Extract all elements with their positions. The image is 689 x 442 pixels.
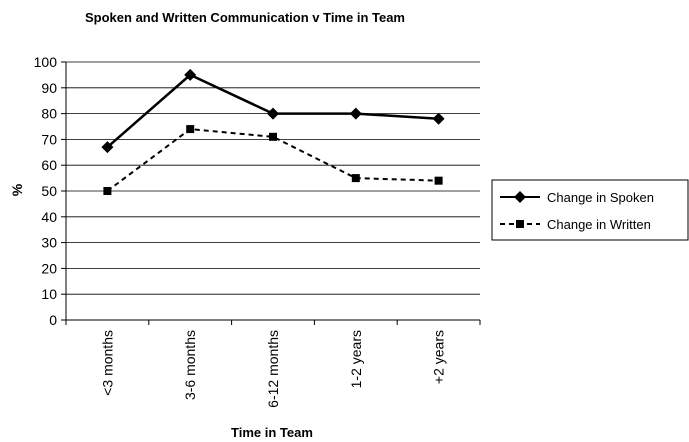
y-tick-label: 70 bbox=[41, 131, 57, 147]
marker bbox=[103, 187, 112, 195]
x-axis-label: Time in Team bbox=[231, 425, 313, 440]
legend-label: Change in Spoken bbox=[547, 190, 654, 205]
marker bbox=[184, 68, 197, 81]
y-tick-label: 40 bbox=[41, 209, 57, 225]
series-line bbox=[106, 128, 439, 192]
y-axis-label: % bbox=[9, 183, 25, 196]
y-tick-label: 30 bbox=[41, 235, 57, 251]
x-tick-label: +2 years bbox=[431, 330, 447, 384]
marker bbox=[101, 141, 114, 154]
marker bbox=[514, 191, 526, 203]
marker bbox=[432, 112, 445, 125]
marker bbox=[351, 174, 360, 183]
y-tick-label: 90 bbox=[41, 80, 57, 96]
y-tick-label: 60 bbox=[41, 157, 57, 173]
y-tick-label: 0 bbox=[49, 312, 57, 328]
x-tick-label: 1-2 years bbox=[348, 330, 364, 388]
marker bbox=[349, 107, 362, 120]
marker bbox=[186, 125, 195, 134]
y-tick-label: 20 bbox=[41, 260, 57, 276]
marker bbox=[267, 107, 279, 120]
marker bbox=[434, 176, 443, 185]
y-tick-label: 80 bbox=[41, 106, 57, 122]
x-tick-label: <3 months bbox=[99, 330, 115, 396]
y-tick-label: 10 bbox=[41, 286, 57, 302]
x-tick-label: 6-12 months bbox=[265, 330, 281, 408]
legend-label: Change in Written bbox=[547, 217, 651, 232]
x-tick-label: 3-6 months bbox=[182, 330, 198, 400]
marker bbox=[516, 220, 524, 228]
marker bbox=[269, 132, 277, 141]
y-tick-label: 100 bbox=[34, 54, 58, 70]
chart-title: Spoken and Written Communication v Time … bbox=[85, 10, 405, 25]
legend-box bbox=[491, 179, 689, 241]
y-tick-label: 50 bbox=[41, 183, 57, 199]
